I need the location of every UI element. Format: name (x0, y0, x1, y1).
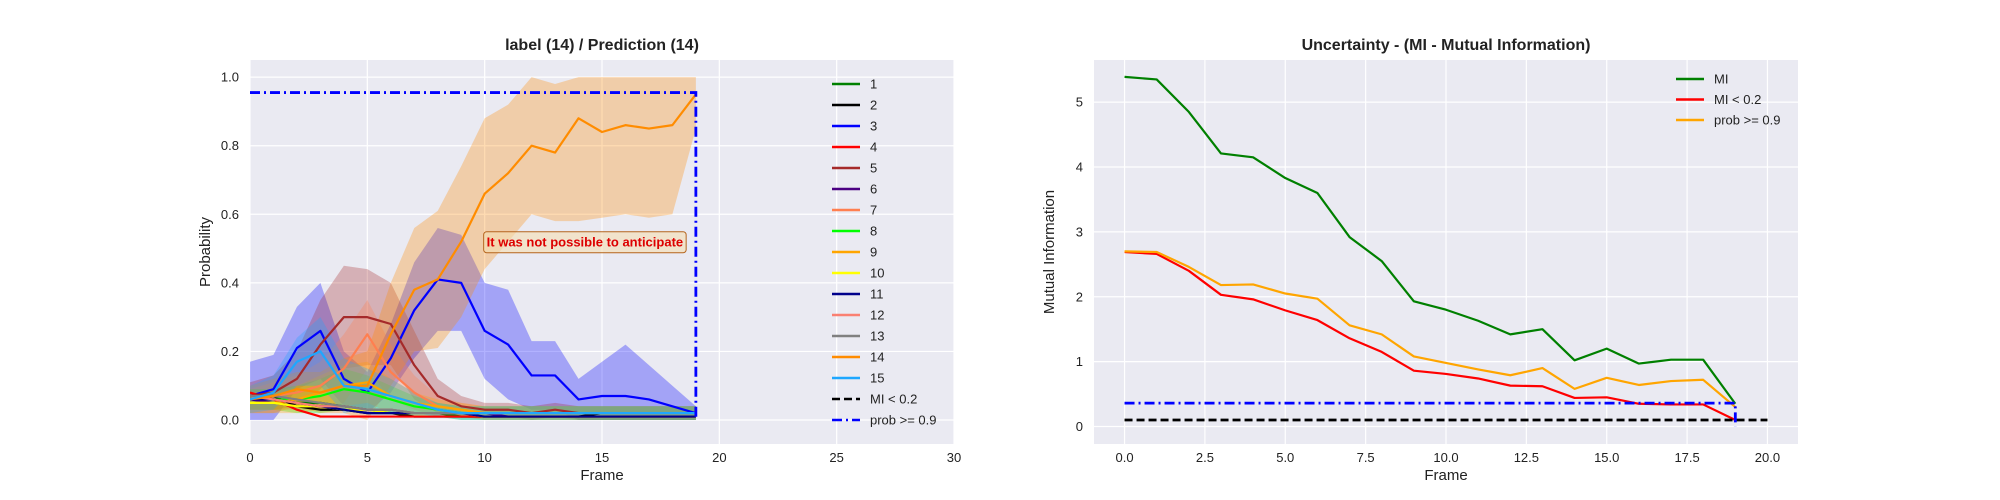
reference-line (250, 91, 698, 420)
chart-title: label (14) / Prediction (14) (505, 37, 699, 54)
series-14 (250, 93, 697, 401)
band-8 (250, 368, 696, 420)
legend-label: 5 (870, 161, 877, 176)
plot-content (1124, 75, 1768, 427)
plot-content (250, 77, 698, 421)
legend-label: MI < 0.2 (1714, 92, 1761, 107)
x-tick-label: 5 (364, 450, 371, 465)
x-tick-label: 10.0 (1433, 450, 1458, 465)
x-tick-label: 2.5 (1196, 450, 1214, 465)
legend-label: 8 (870, 224, 877, 239)
y-tick-label: 1.0 (221, 70, 239, 85)
band-15 (250, 317, 696, 420)
y-tick-label: 3 (1076, 224, 1083, 239)
y-tick-label: 0.0 (221, 413, 239, 428)
x-tick-label: 7.5 (1357, 450, 1375, 465)
x-tick-label: 12.5 (1514, 450, 1539, 465)
y-tick-label: 0.2 (221, 344, 239, 359)
x-tick-label: 20.0 (1755, 450, 1780, 465)
series-MI (1124, 75, 1737, 405)
legend-label: 2 (870, 98, 877, 113)
y-tick-label: 2 (1076, 289, 1083, 304)
y-tick-label: 0.8 (221, 138, 239, 153)
x-tick-label: 30 (947, 450, 961, 465)
y-tick-label: 5 (1076, 95, 1083, 110)
y-axis-label: Probability (197, 216, 214, 287)
legend-label: MI < 0.2 (870, 392, 917, 407)
band-7 (250, 300, 696, 420)
legend-label: MI (1714, 72, 1728, 87)
x-tick-label: 20 (712, 450, 726, 465)
band-3 (250, 228, 696, 420)
series-15 (250, 350, 696, 415)
legend-label: 11 (870, 287, 884, 302)
band-14 (250, 77, 696, 421)
y-tick-label: 0 (1076, 419, 1083, 434)
chart-2: 0.0 2.5 5.0 7.5 10.0 12.5 15.0 17.5 20.0 0 1 2 3 4 5 Un… (1041, 37, 1798, 484)
legend-label: 14 (870, 350, 884, 365)
y-tick-label: 1 (1076, 354, 1083, 369)
x-tick-label: 25 (829, 450, 843, 465)
band-5 (250, 265, 696, 420)
legend-label: prob >= 0.9 (870, 413, 937, 428)
reference-line (1124, 401, 1737, 427)
y-tick-label: 0.4 (221, 275, 239, 290)
y-axis-label: Mutual Information (1041, 190, 1058, 314)
y-tick-label: 0.6 (221, 207, 239, 222)
legend-label: 15 (870, 371, 884, 386)
x-tick-label: 15.0 (1594, 450, 1619, 465)
x-axis-label: Frame (1424, 467, 1467, 484)
legend-label: 1 (870, 77, 877, 92)
chart-title: Uncertainty - (MI - Mutual Information) (1302, 37, 1591, 54)
legend-label: 9 (870, 245, 877, 260)
x-tick-label: 10 (477, 450, 491, 465)
annotation-text: It was not possible to anticipate (487, 235, 683, 250)
legend-label: prob >= 0.9 (1714, 113, 1781, 128)
legend-label: 7 (870, 203, 877, 218)
y-tick-label: 4 (1076, 160, 1083, 175)
legend-label: 12 (870, 308, 884, 323)
x-tick-label: 17.5 (1674, 450, 1699, 465)
legend-label: 4 (870, 140, 877, 155)
x-tick-label: 0.0 (1115, 450, 1133, 465)
legend-label: 3 (870, 119, 877, 134)
x-axis-label: Frame (580, 467, 623, 484)
x-tick-label: 0 (246, 450, 253, 465)
x-tick-label: 15 (595, 450, 609, 465)
legend-label: 13 (870, 329, 884, 344)
band-9 (250, 361, 696, 420)
annotation-box (483, 231, 687, 254)
legend: MI MI < 0.2 prob >= 0.9 (1676, 72, 1781, 128)
legend-label: 6 (870, 182, 877, 197)
series-prob >= 0.9 (1124, 250, 1737, 408)
x-tick-label: 5.0 (1276, 450, 1294, 465)
legend-label: 10 (870, 266, 884, 281)
